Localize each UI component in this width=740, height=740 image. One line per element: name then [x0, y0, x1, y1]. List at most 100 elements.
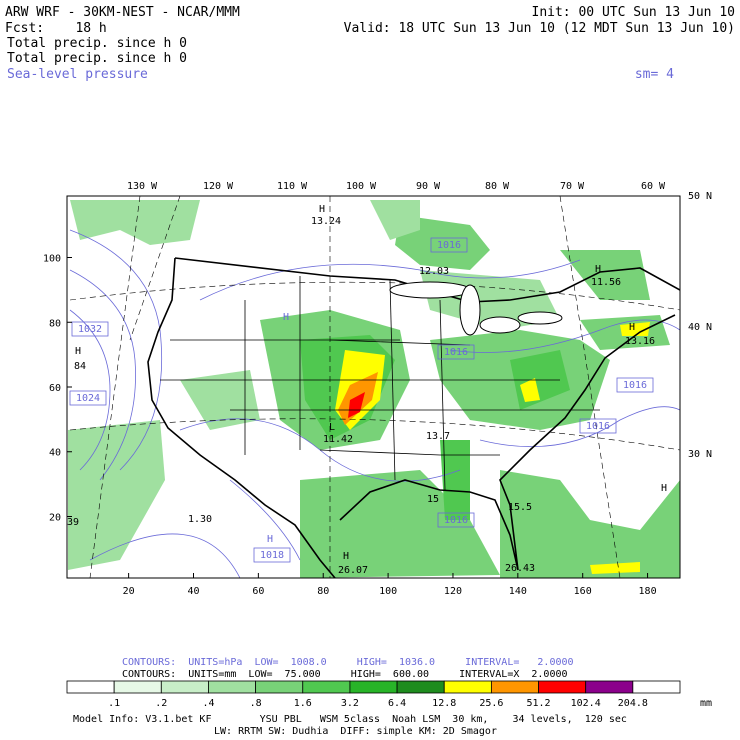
colorbar-unit: mm: [700, 698, 712, 709]
x-tick-label: 40: [187, 586, 199, 597]
isobar: [89, 533, 241, 578]
colorbar-label: 102.4: [571, 698, 601, 709]
colorbar-label: .8: [250, 698, 262, 709]
graticule: [559, 196, 621, 578]
map-label: 1016: [623, 380, 647, 391]
isobar: [479, 406, 680, 448]
coastline: [147, 257, 336, 578]
map-label: 15: [427, 494, 439, 505]
state-border: [319, 449, 500, 456]
colorbar-swatch: [208, 680, 257, 694]
precip-area: [560, 250, 650, 300]
valid-time: Valid: 18 UTC Sun 13 Jun 10 (12 MDT Sun …: [344, 21, 735, 36]
colorbar-swatch: [160, 680, 209, 694]
longitude-label: 80 W: [485, 181, 510, 192]
precip-area: [70, 200, 200, 245]
x-tick-label: 120: [444, 586, 462, 597]
map-label: 11.42: [323, 434, 353, 445]
precip-area: [68, 420, 165, 570]
y-tick-label: 40: [49, 448, 61, 459]
isobar: [199, 259, 581, 301]
map-label: H: [595, 264, 601, 275]
x-tick-label: 180: [639, 586, 657, 597]
y-tick-label: 60: [49, 383, 61, 394]
map-label: 13.16: [625, 336, 655, 347]
label-box: [71, 321, 109, 337]
label-box: [253, 547, 291, 563]
map-label: 13.7: [426, 431, 450, 442]
colorbar-label: 1.6: [294, 698, 312, 709]
y-tick-label: 80: [49, 318, 61, 329]
lake: [479, 316, 521, 334]
precip-area: [500, 470, 680, 578]
graticule: [89, 196, 141, 578]
coastline: [339, 314, 676, 571]
x-tick-label: 80: [317, 586, 329, 597]
map-label: 26.43: [505, 563, 535, 574]
init-time: Init: 00 UTC Sun 13 Jun 10: [532, 5, 736, 20]
precip-area: [620, 322, 650, 336]
latitude-label: 50 N: [688, 191, 712, 202]
field-label: Sea-level pressure: [7, 67, 148, 82]
map-label: H: [661, 483, 667, 494]
colorbar-swatch: [443, 680, 492, 694]
colorbar-label: .2: [155, 698, 167, 709]
model-info: LW: RRTM SW: Dudhia DIFF: simple KM: 2D …: [214, 726, 497, 737]
map-label: H: [75, 346, 81, 357]
precip-area: [440, 440, 470, 520]
map-label: 39: [67, 517, 79, 528]
map-label: H: [319, 204, 325, 215]
isobar: [69, 309, 111, 471]
x-tick-label: 160: [574, 586, 592, 597]
contour-info: CONTOURS: UNITS=hPa LOW= 1008.0 HIGH= 10…: [122, 657, 574, 668]
colorbar-swatch: [585, 680, 634, 694]
colorbar-swatch: [396, 680, 445, 694]
map-label: 1032: [78, 324, 102, 335]
map-label: 1016: [444, 347, 468, 358]
colorbar-label: 6.4: [388, 698, 406, 709]
graticule: [129, 196, 181, 341]
colorbar-swatch: [66, 680, 115, 694]
precip-area: [180, 370, 260, 430]
map-label: H: [283, 312, 289, 323]
map-label: 11.56: [591, 277, 621, 288]
model-title: ARW WRF - 30KM-NEST - NCAR/MMM: [5, 5, 240, 20]
label-box: [579, 418, 617, 434]
map-label: L: [329, 422, 335, 433]
colorbar-swatch: [302, 680, 351, 694]
colorbar-label: 204.8: [618, 698, 648, 709]
x-tick-label: 60: [252, 586, 264, 597]
label-box: [437, 512, 475, 528]
map-label: 15.5: [508, 502, 532, 513]
label-box: [430, 237, 468, 253]
state-border: [329, 339, 471, 346]
longitude-label: 120 W: [203, 181, 234, 192]
lake: [459, 284, 481, 336]
map-label: 13.24: [311, 216, 341, 227]
x-tick-label: 140: [509, 586, 527, 597]
colorbar-label: 25.6: [479, 698, 503, 709]
isobar: [69, 269, 136, 481]
map-label: H: [629, 322, 635, 333]
map-label: 1024: [76, 393, 100, 404]
longitude-label: 100 W: [346, 181, 377, 192]
longitude-label: 110 W: [277, 181, 308, 192]
longitude-label: 130 W: [127, 181, 158, 192]
precip-area: [370, 200, 420, 240]
x-tick-label: 20: [123, 586, 135, 597]
colorbar-swatch: [255, 680, 304, 694]
lake: [517, 311, 563, 325]
longitude-label: 60 W: [641, 181, 666, 192]
label-box: [616, 377, 654, 393]
colorbar-swatch: [632, 680, 681, 694]
y-tick-label: 20: [49, 512, 61, 523]
colorbar-label: .1: [108, 698, 120, 709]
precip-area: [590, 562, 640, 574]
isobar: [229, 479, 301, 561]
model-info: Model Info: V3.1.bet KF YSU PBL WSM 5cla…: [73, 714, 627, 725]
latitude-label: 40 N: [688, 322, 712, 333]
map-label: 1016: [437, 240, 461, 251]
state-border: [439, 299, 446, 491]
y-tick-label: 100: [43, 254, 61, 265]
